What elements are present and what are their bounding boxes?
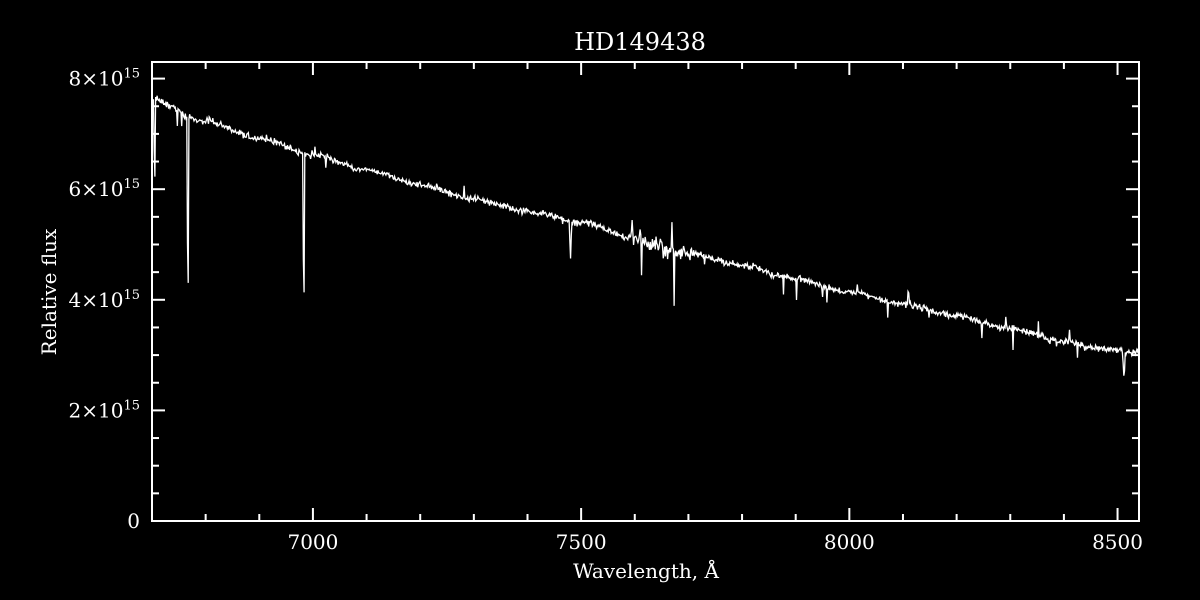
x-axis-label: Wavelength, Å (573, 558, 719, 583)
axis-ticks (151, 62, 1139, 522)
y-tick-exponent: 15 (123, 67, 140, 82)
x-tick-label: 7000 (287, 530, 338, 554)
page-title: HD149438 (574, 28, 706, 56)
y-tick-exponent: 15 (123, 288, 140, 303)
x-tick-label: 7500 (556, 530, 607, 554)
y-axis-label: Relative flux (37, 228, 61, 355)
x-axis-tick-labels: 7000 7500 8000 8500 (287, 530, 1143, 554)
x-tick-label: 8500 (1092, 530, 1143, 554)
y-tick-label: 0 (127, 509, 140, 533)
x-tick-label: 8000 (824, 530, 875, 554)
y-tick-exponent: 15 (123, 177, 140, 192)
plot-frame (151, 61, 1140, 522)
spectrum-data-line (153, 95, 1138, 376)
y-tick-exponent: 15 (123, 398, 140, 413)
